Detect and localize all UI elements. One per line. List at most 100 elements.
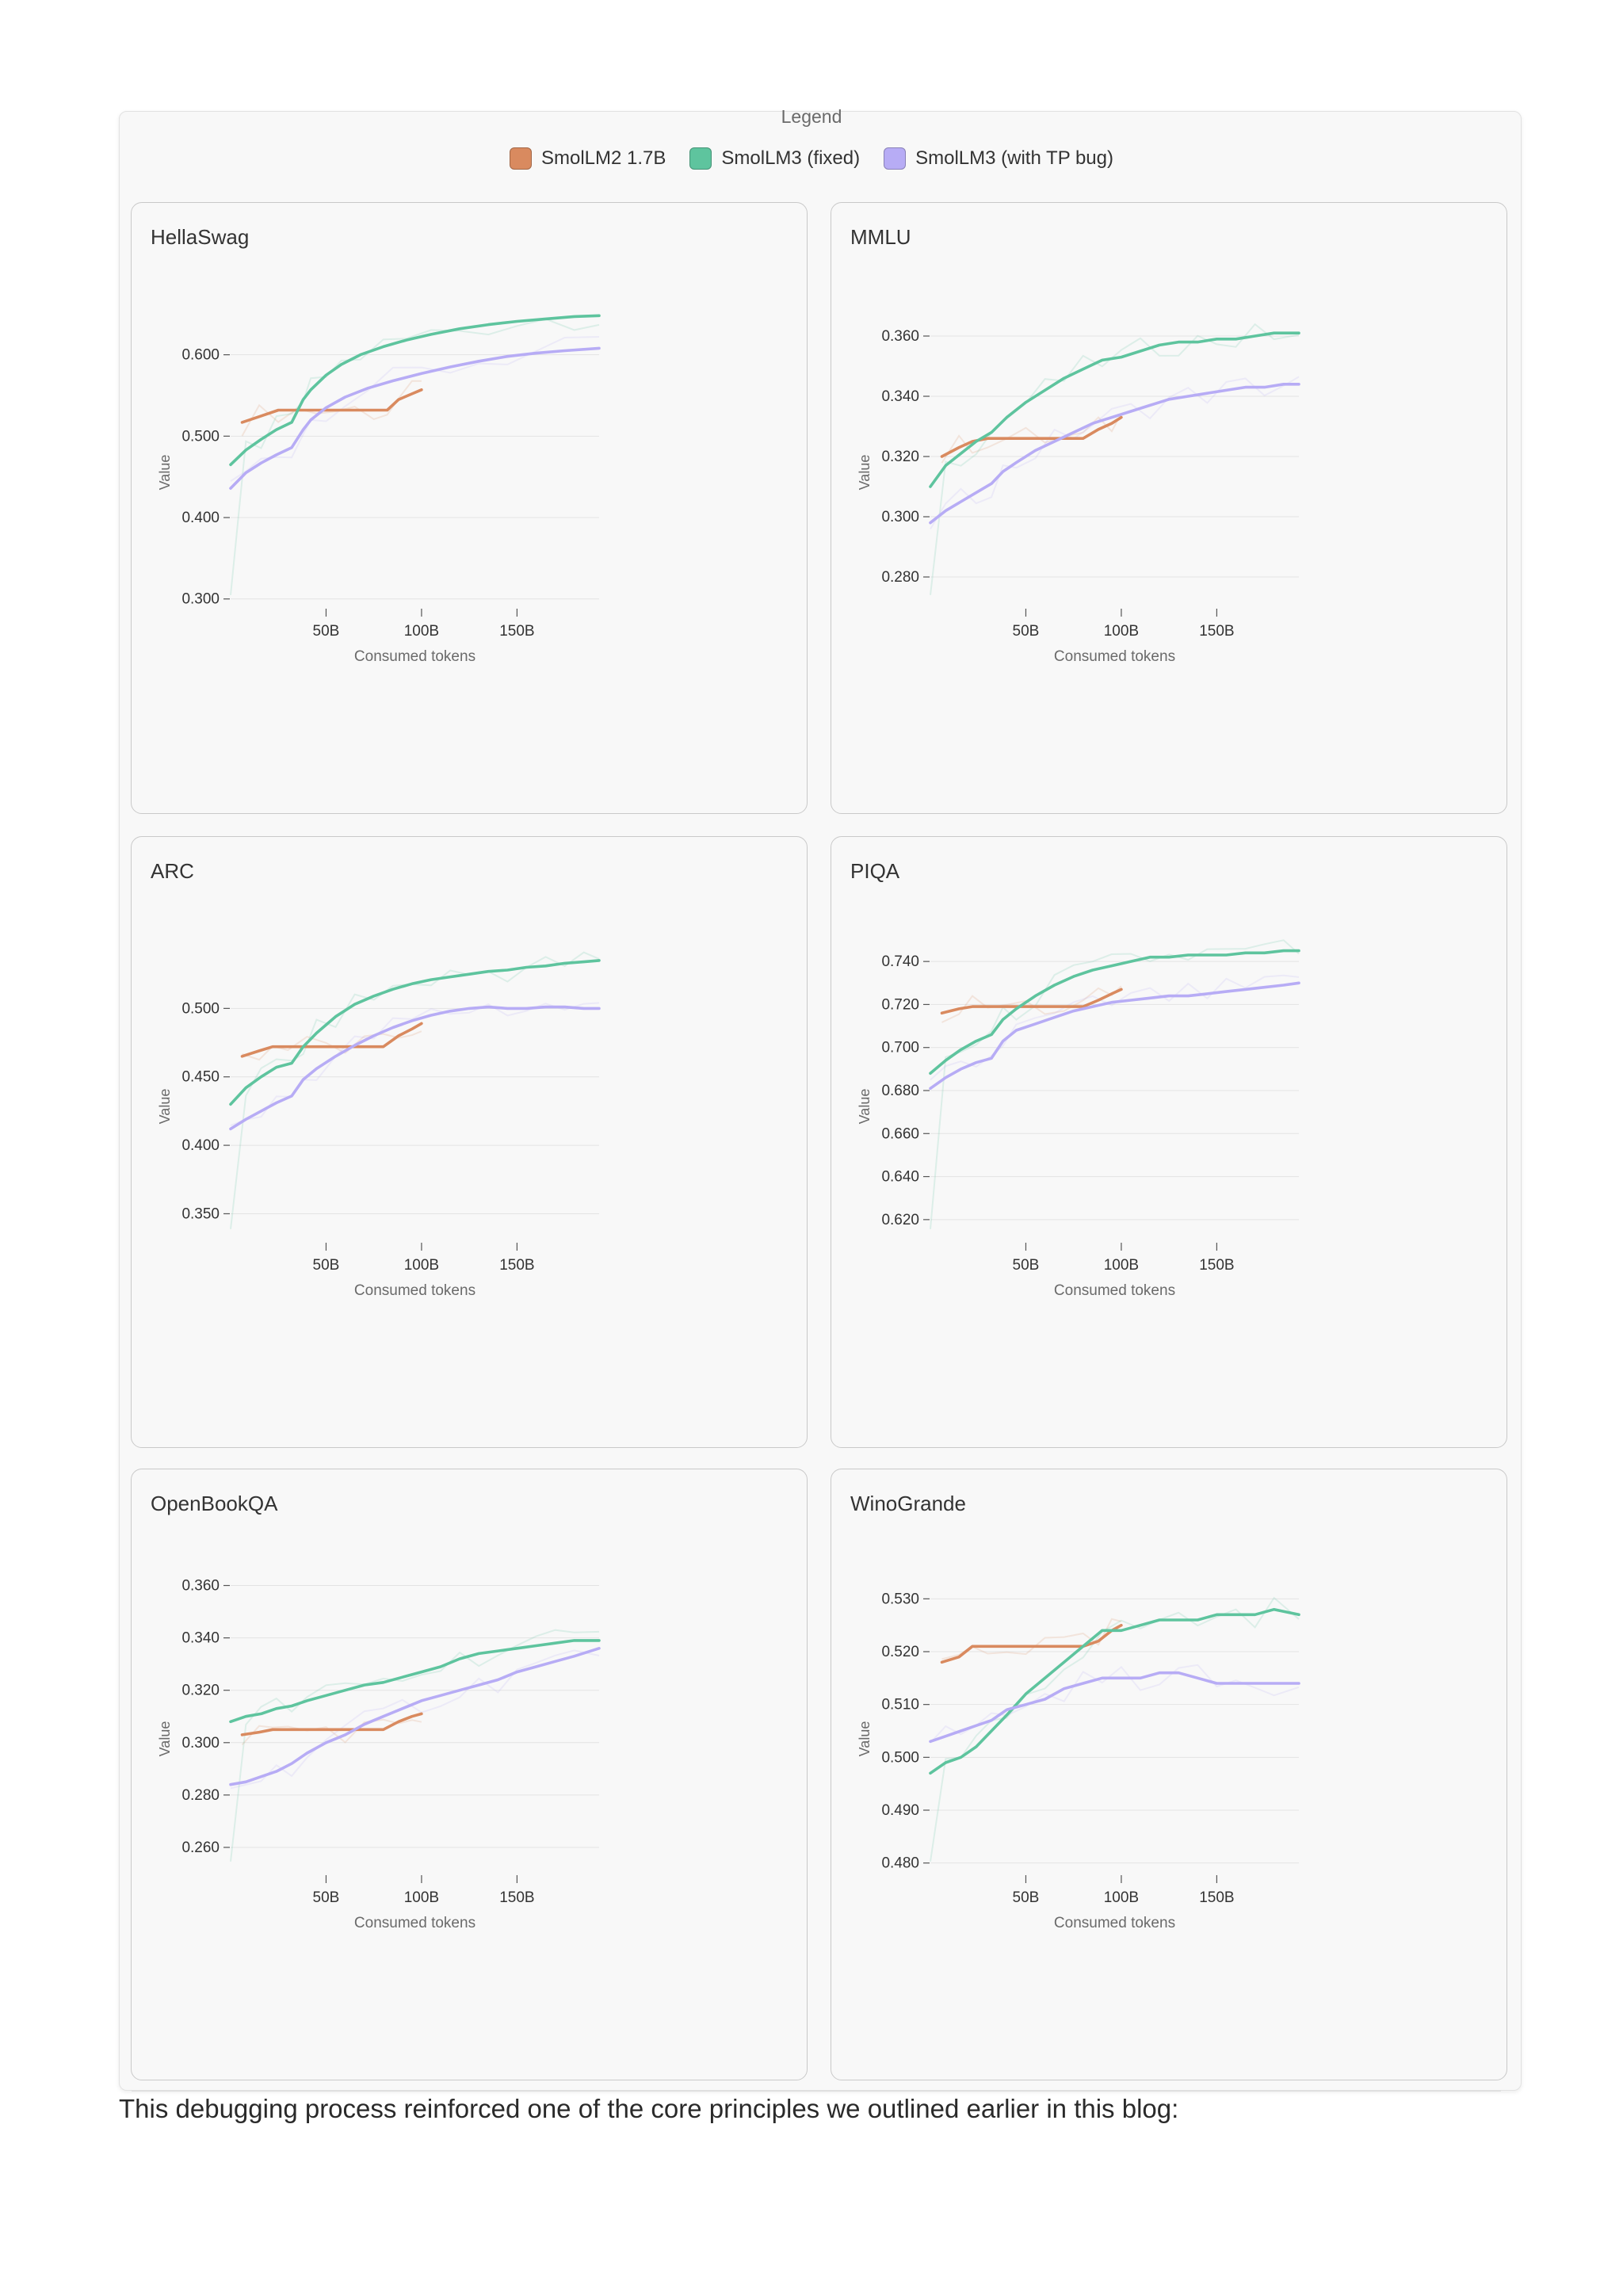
chart-panel-piqa: PIQA 0.620 0.640 0.660 0.680 0.700 0.720 0.740… xyxy=(831,836,1507,1448)
legend-item-smollm2[interactable]: SmolLM2 1.7B xyxy=(509,147,666,170)
y-tick-label: 0.400 xyxy=(181,1137,220,1154)
x-tick-label: 150B xyxy=(499,1257,534,1274)
y-tick-label: 0.700 xyxy=(881,1040,919,1056)
series-line xyxy=(229,1005,601,1131)
y-tick-label: 0.680 xyxy=(881,1083,919,1099)
x-tick-label: 150B xyxy=(1199,1889,1234,1906)
y-tick-label: 0.340 xyxy=(881,388,919,405)
raw-trace xyxy=(930,1596,1300,1862)
x-tick-label: 150B xyxy=(1199,1257,1234,1274)
x-axis-label: Consumed tokens xyxy=(354,1282,475,1299)
legend-label: SmolLM3 (fixed) xyxy=(721,147,861,169)
chart-panel-arc: ARC 0.350 0.400 0.450 0.500 50B 100B 150B Consu… xyxy=(131,836,808,1448)
series-line xyxy=(940,415,1123,458)
y-axis-label: Value xyxy=(857,455,873,491)
y-tick-label: 0.520 xyxy=(881,1644,919,1660)
y-tick-label: 0.280 xyxy=(881,569,919,586)
chart-title: WinoGrande xyxy=(850,1492,966,1515)
series-line xyxy=(929,981,1300,1091)
series-line xyxy=(929,1607,1300,1775)
x-axis-label: Consumed tokens xyxy=(354,1915,475,1931)
raw-trace xyxy=(230,951,600,1229)
chart-plot-openbookqa: 0.260 0.280 0.300 0.320 0.340 0.360 50B 100B 150… xyxy=(157,1578,601,1931)
x-tick-label: 50B xyxy=(1013,1889,1040,1906)
y-tick-label: 0.500 xyxy=(181,428,220,445)
legend-label: SmolLM3 (with TP bug) xyxy=(915,147,1113,169)
series-line xyxy=(940,988,1123,1015)
chart-plot-winogrande: 0.480 0.490 0.500 0.510 0.520 0.530 50B 100B 150… xyxy=(857,1591,1300,1931)
y-tick-label: 0.320 xyxy=(881,449,919,465)
chart-title: ARC xyxy=(151,859,194,883)
y-axis-label: Value xyxy=(157,1721,173,1757)
chart-title: MMLU xyxy=(850,225,911,249)
x-tick-label: 100B xyxy=(404,623,439,640)
y-tick-label: 0.280 xyxy=(181,1787,220,1804)
legend-swatch-smollm3-tp-bug xyxy=(884,147,907,170)
y-tick-label: 0.490 xyxy=(881,1802,919,1819)
chart-title: OpenBookQA xyxy=(151,1492,278,1515)
x-axis-label: Consumed tokens xyxy=(1054,648,1175,665)
x-tick-label: 150B xyxy=(1199,623,1234,640)
legend-item-smollm3-fixed[interactable]: SmolLM3 (fixed) xyxy=(689,147,860,170)
y-tick-label: 0.450 xyxy=(181,1069,220,1086)
y-tick-label: 0.360 xyxy=(181,1578,220,1595)
y-axis-label: Value xyxy=(157,455,173,491)
x-tick-label: 100B xyxy=(404,1889,439,1906)
y-tick-label: 0.740 xyxy=(881,953,919,970)
x-tick-label: 50B xyxy=(1013,623,1040,640)
y-tick-label: 0.350 xyxy=(181,1205,220,1222)
x-tick-label: 50B xyxy=(313,1889,340,1906)
y-tick-label: 0.600 xyxy=(181,347,220,364)
series-line xyxy=(240,1022,423,1058)
x-tick-label: 50B xyxy=(313,1257,340,1274)
x-tick-label: 100B xyxy=(1104,1257,1139,1274)
series-line xyxy=(229,346,601,490)
x-axis-label: Consumed tokens xyxy=(354,648,475,665)
series-line xyxy=(929,949,1300,1075)
y-tick-label: 0.500 xyxy=(181,1000,220,1017)
y-axis-label: Value xyxy=(857,1089,873,1125)
y-tick-label: 0.320 xyxy=(181,1683,220,1699)
series-line xyxy=(240,1712,423,1736)
raw-trace xyxy=(930,323,1300,595)
y-tick-label: 0.530 xyxy=(881,1591,919,1607)
x-axis-label: Consumed tokens xyxy=(1054,1282,1175,1299)
y-tick-label: 0.360 xyxy=(881,328,919,345)
y-tick-label: 0.720 xyxy=(881,996,919,1013)
series-line xyxy=(240,388,423,424)
legend-label: SmolLM2 1.7B xyxy=(540,147,666,169)
y-tick-label: 0.640 xyxy=(881,1169,919,1186)
series-line xyxy=(940,1623,1123,1664)
x-tick-label: 100B xyxy=(1104,1889,1139,1906)
y-tick-label: 0.260 xyxy=(181,1839,220,1856)
chart-panel-hellaswag: HellaSwag 0.300 0.400 0.500 0.600 50B 100B 150… xyxy=(131,202,808,814)
chart-panel-mmlu: MMLU 0.280 0.300 0.320 0.340 0.360 50B 100B 150… xyxy=(831,202,1507,814)
series-line xyxy=(229,1639,601,1724)
legend: SmolLM2 1.7B SmolLM3 (fixed) SmolLM3 (wi… xyxy=(0,147,1623,170)
chart-plot-hellaswag: 0.300 0.400 0.500 0.600 50B 100B 150B Consumed … xyxy=(157,314,601,665)
raw-trace xyxy=(230,318,600,595)
y-tick-label: 0.480 xyxy=(881,1855,919,1872)
raw-trace xyxy=(230,1629,600,1862)
chart-plot-mmlu: 0.280 0.300 0.320 0.340 0.360 50B 100B 150B Cons… xyxy=(857,323,1300,665)
legend-swatch-smollm3-fixed xyxy=(689,147,712,170)
y-tick-label: 0.340 xyxy=(181,1630,220,1647)
y-tick-label: 0.300 xyxy=(181,591,220,608)
series-line xyxy=(229,1647,601,1786)
y-tick-label: 0.510 xyxy=(881,1697,919,1713)
legend-title: Legend xyxy=(781,106,842,127)
raw-trace xyxy=(941,1618,1122,1660)
body-paragraph: This debugging process reinforced one of… xyxy=(119,2094,1179,2123)
raw-trace xyxy=(930,376,1300,530)
y-tick-label: 0.300 xyxy=(881,509,919,525)
series-line xyxy=(229,314,601,467)
chart-plot-piqa: 0.620 0.640 0.660 0.680 0.700 0.720 0.740 50B 10… xyxy=(857,939,1300,1299)
y-tick-label: 0.300 xyxy=(181,1735,220,1752)
legend-item-smollm3-tp-bug[interactable]: SmolLM3 (with TP bug) xyxy=(884,147,1113,170)
chart-panel-openbookqa: OpenBookQA 0.260 0.280 0.300 0.320 0.340 0.36… xyxy=(131,1469,808,2080)
chart-title: PIQA xyxy=(850,859,900,883)
y-tick-label: 0.660 xyxy=(881,1125,919,1142)
series-line xyxy=(929,331,1300,488)
series-line xyxy=(929,383,1300,525)
divider xyxy=(132,2091,1501,2092)
